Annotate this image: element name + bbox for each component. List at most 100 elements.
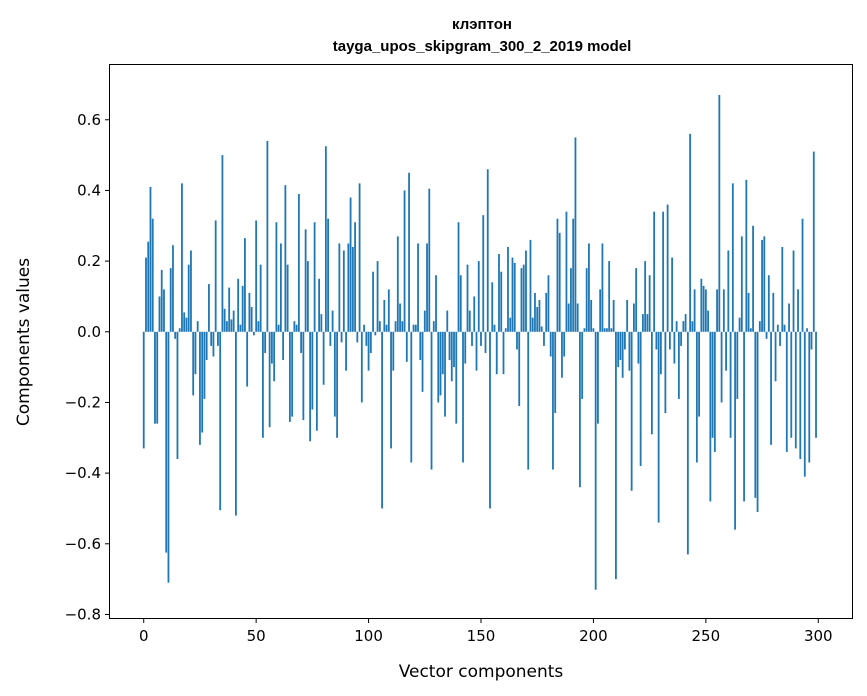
plot-frame [109, 64, 853, 619]
x-tick-label: 250 [692, 627, 721, 645]
bar [615, 331, 617, 580]
bar [779, 331, 781, 346]
y-tick-label: −0.4 [65, 464, 101, 482]
bar [392, 331, 395, 371]
bar [381, 331, 383, 509]
bar [192, 331, 195, 396]
bar [767, 275, 770, 332]
bar [704, 289, 707, 332]
bar [383, 299, 386, 332]
bar [603, 328, 606, 332]
bar [147, 241, 150, 332]
bar [594, 331, 597, 590]
x-tick-label: 50 [247, 627, 266, 645]
bar [785, 331, 788, 452]
bar [504, 328, 507, 332]
bar [531, 317, 534, 332]
bar [399, 303, 401, 332]
bar [635, 268, 638, 332]
bar [160, 269, 163, 332]
bar [554, 331, 557, 414]
bar [630, 331, 633, 491]
bar [747, 292, 750, 332]
bar [606, 328, 608, 332]
bar [255, 220, 258, 332]
bar [448, 331, 451, 361]
bar [246, 331, 249, 387]
bar [333, 331, 336, 417]
bar [212, 331, 215, 357]
bar [702, 285, 705, 332]
bar [365, 331, 368, 346]
x-tick-label: 300 [804, 627, 833, 645]
bar [450, 331, 453, 382]
bar [502, 331, 505, 375]
bar [754, 331, 757, 498]
bar [412, 324, 415, 332]
bar [408, 172, 410, 332]
bar [749, 328, 752, 332]
bar [538, 299, 541, 332]
bar [405, 331, 408, 362]
bar [677, 331, 680, 399]
bar [446, 310, 449, 332]
bar [390, 331, 392, 449]
x-axis-ticks: 0 50 100 150 200 250 300 [139, 618, 833, 645]
bar [309, 331, 312, 442]
bar [471, 331, 473, 346]
bar [378, 321, 381, 332]
bar [372, 271, 374, 332]
bar [731, 183, 734, 332]
bar [421, 331, 424, 392]
bar [567, 303, 570, 332]
bar [196, 321, 199, 332]
bar [543, 331, 545, 346]
bar [698, 331, 700, 417]
bar [599, 289, 602, 332]
bar [286, 264, 289, 332]
bar [414, 324, 417, 332]
bar [529, 239, 532, 332]
y-tick-label: 0.6 [77, 111, 101, 129]
y-tick-label: 0.4 [77, 181, 101, 199]
bar [318, 278, 321, 332]
bar [403, 190, 406, 332]
bar [169, 268, 172, 332]
bar [356, 331, 359, 343]
bar [659, 331, 662, 375]
bar [558, 232, 561, 332]
bar [284, 185, 287, 332]
bar [394, 321, 397, 332]
bar [770, 331, 772, 445]
bar [376, 261, 379, 332]
bar [610, 328, 613, 332]
bar [639, 331, 642, 467]
bar [329, 331, 332, 346]
bar [226, 321, 228, 332]
bar [671, 257, 674, 332]
bar [673, 331, 676, 364]
bars-group [142, 95, 817, 590]
bar [432, 321, 435, 332]
bar [235, 331, 237, 516]
bar [154, 331, 156, 424]
chart-title-group: клэптон tayga_upos_skipgram_300_2_2019 m… [333, 16, 632, 55]
bar [387, 289, 390, 332]
bar [302, 331, 305, 421]
bar [300, 331, 303, 353]
x-tick-label: 0 [139, 627, 149, 645]
bar [621, 331, 624, 378]
bar [331, 310, 334, 332]
bar [626, 299, 629, 332]
bar [527, 331, 530, 470]
bar [772, 292, 775, 332]
bar [203, 331, 206, 399]
bar [275, 222, 278, 332]
bar [277, 324, 280, 332]
bar [181, 183, 183, 332]
bar [812, 151, 815, 332]
bar [462, 331, 464, 463]
bar [756, 331, 759, 512]
bar [743, 331, 745, 502]
bar [579, 331, 581, 488]
